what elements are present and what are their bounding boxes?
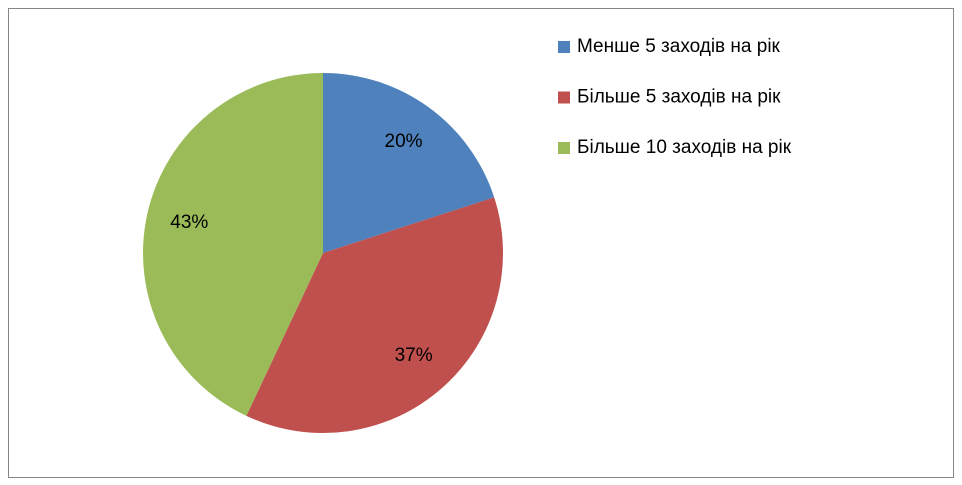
data-label: 43% [170, 212, 208, 233]
data-label: 37% [395, 345, 433, 366]
pie-slice [143, 73, 323, 416]
pie-slice [323, 73, 495, 253]
legend-swatch [558, 41, 570, 53]
data-label: 20% [385, 131, 423, 152]
legend-label: Більше 5 заходів на рік [577, 87, 781, 108]
legend-swatch [558, 142, 570, 154]
pie-slice [246, 197, 504, 433]
legend-swatch [558, 91, 570, 104]
legend-label: Більше 10 заходів на рік [577, 137, 792, 158]
legend-label: Менше 5 заходів на рік [577, 36, 781, 57]
